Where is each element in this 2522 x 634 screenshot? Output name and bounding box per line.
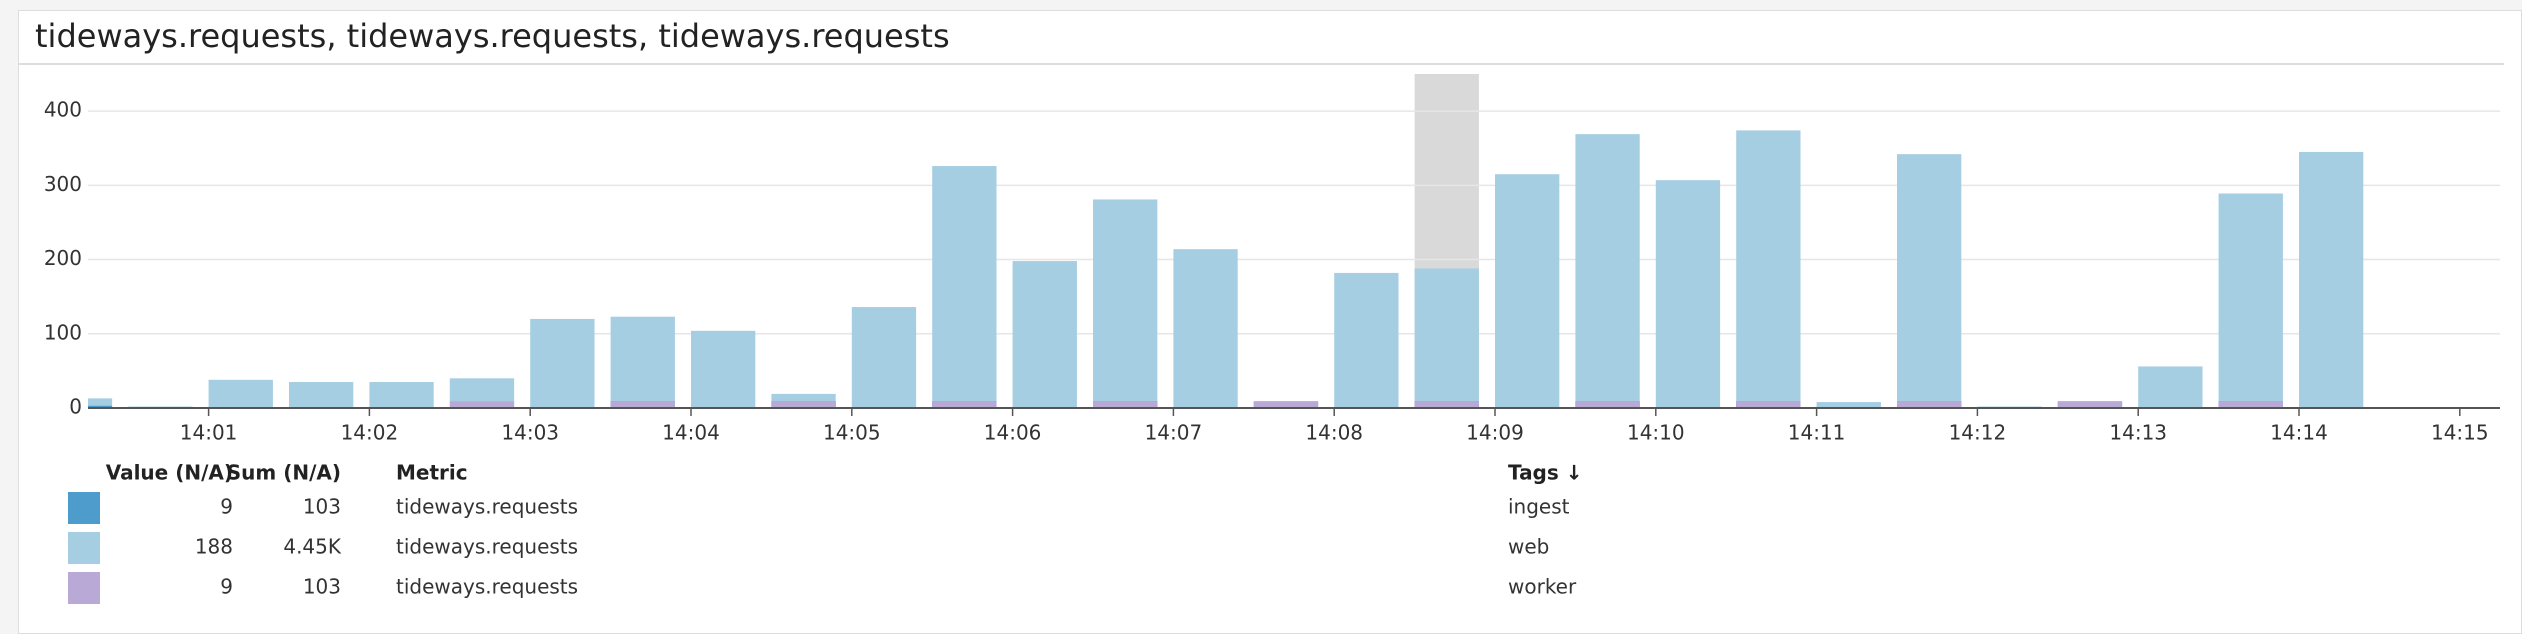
legend-cell: 4.45K [283, 535, 342, 559]
x-tick-label: 14:04 [662, 421, 720, 445]
legend-cell: 103 [303, 495, 341, 519]
bar [932, 401, 997, 408]
bar [1253, 401, 1319, 408]
y-tick-label: 200 [44, 246, 82, 270]
bar [1655, 180, 1721, 408]
bar [88, 405, 113, 408]
bar [2218, 401, 2283, 408]
bar [2138, 366, 2203, 408]
x-tick-label: 14:06 [984, 421, 1042, 445]
x-tick-label: 14:15 [2431, 421, 2489, 445]
y-tick-label: 0 [69, 395, 82, 419]
bar [449, 401, 515, 408]
legend-cell: 9 [220, 495, 233, 519]
legend-header: Metric [396, 461, 468, 485]
x-tick-label: 14:07 [1145, 421, 1203, 445]
bar [1012, 261, 1077, 408]
x-tick-label: 14:10 [1627, 421, 1685, 445]
x-tick-label: 14:14 [2270, 421, 2328, 445]
bar [1093, 199, 1158, 408]
bar [1736, 130, 1801, 408]
bar [530, 318, 595, 408]
bar [1575, 134, 1640, 408]
bar [208, 379, 273, 408]
x-tick-label: 14:05 [823, 421, 881, 445]
bar [1495, 174, 1560, 408]
bar [88, 398, 113, 408]
x-tick-label: 14:03 [501, 421, 559, 445]
legend-cell: worker [1508, 575, 1577, 599]
x-tick-label: 14:09 [1466, 421, 1524, 445]
bar [2299, 151, 2364, 408]
bar [932, 166, 997, 408]
bar [691, 330, 756, 408]
bar [610, 316, 675, 408]
bar [1093, 401, 1158, 408]
legend-cell: web [1508, 535, 1549, 559]
bar [771, 401, 836, 408]
x-tick-label: 14:13 [2109, 421, 2167, 445]
bar [1736, 401, 1801, 408]
bar [2218, 193, 2283, 408]
bar [369, 382, 434, 408]
bar [610, 401, 675, 408]
bar [1173, 249, 1238, 408]
legend-header: Sum (N/A) [227, 461, 341, 485]
bar [851, 307, 917, 408]
bar [1897, 401, 1962, 408]
widget-panel [18, 10, 2522, 634]
legend-header: Value (N/A) [106, 461, 233, 485]
legend-cell: tideways.requests [396, 575, 578, 599]
legend-cell: tideways.requests [396, 495, 578, 519]
legend-cell: tideways.requests [396, 535, 578, 559]
x-tick-label: 14:01 [180, 421, 238, 445]
bar [289, 382, 354, 408]
x-tick-label: 14:08 [1305, 421, 1363, 445]
bar [2057, 401, 2123, 408]
x-tick-label: 14:12 [1949, 421, 2007, 445]
legend-cell: 103 [303, 575, 341, 599]
legend-swatch [68, 532, 100, 564]
legend-cell: 9 [220, 575, 233, 599]
chart-title: tideways.requests, tideways.requests, ti… [35, 17, 950, 55]
bar [1816, 402, 1881, 408]
legend-cell: 188 [195, 535, 233, 559]
legend-swatch [68, 492, 100, 524]
x-tick-label: 14:02 [341, 421, 399, 445]
legend-cell: ingest [1508, 495, 1570, 519]
y-tick-label: 400 [44, 98, 82, 122]
legend-header: Tags ↓ [1508, 461, 1583, 485]
bar [1414, 268, 1479, 408]
bar [1414, 401, 1479, 408]
bar [1897, 154, 1962, 408]
bar [1334, 272, 1399, 408]
bar [1575, 401, 1640, 408]
y-tick-label: 300 [44, 172, 82, 196]
legend-swatch [68, 572, 100, 604]
y-tick-label: 100 [44, 320, 82, 344]
x-tick-label: 14:11 [1788, 421, 1846, 445]
